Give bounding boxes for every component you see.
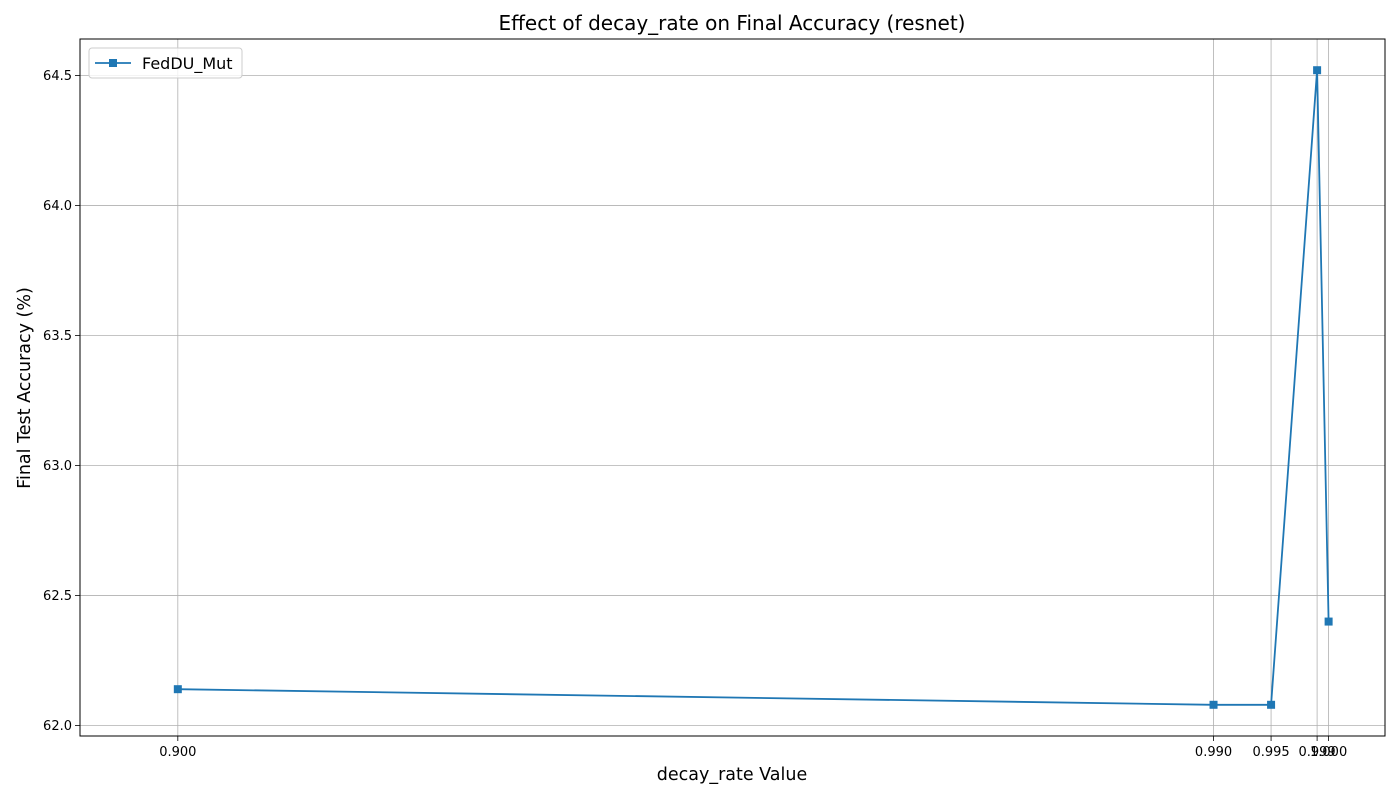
y-tick-label: 63.0 <box>43 459 72 474</box>
y-axis-label: Final Test Accuracy (%) <box>15 287 35 489</box>
x-tick-label: 0.990 <box>1195 745 1232 760</box>
data-point-marker <box>1267 700 1276 709</box>
y-tick-label: 64.0 <box>43 199 72 214</box>
legend-label-feddu-mut: FedDU_Mut <box>142 54 233 74</box>
legend-marker-square <box>109 59 117 67</box>
x-tick-label: 0.900 <box>159 745 196 760</box>
x-tick-label: 0.999 <box>1298 745 1335 760</box>
plot-area-frame <box>79 38 1386 737</box>
data-point-marker <box>1324 617 1333 626</box>
data-point-marker <box>173 685 182 694</box>
y-tick-label: 64.5 <box>43 69 72 84</box>
legend-box <box>88 47 243 79</box>
y-tick-label: 63.5 <box>43 329 72 344</box>
y-tick-label: 62.0 <box>43 719 72 734</box>
legend: FedDU_Mut <box>88 47 243 79</box>
series-layer <box>173 66 1333 709</box>
y-tick-label: 62.5 <box>43 589 72 604</box>
grid-lines <box>80 39 1385 736</box>
chart-title: Effect of decay_rate on Final Accuracy (… <box>499 11 966 35</box>
data-point-marker <box>1209 700 1218 709</box>
x-axis-label: decay_rate Value <box>657 765 808 785</box>
x-tick-label: 0.995 <box>1252 745 1289 760</box>
data-point-marker <box>1313 66 1322 75</box>
x-tick-label: 1.000 <box>1310 745 1347 760</box>
